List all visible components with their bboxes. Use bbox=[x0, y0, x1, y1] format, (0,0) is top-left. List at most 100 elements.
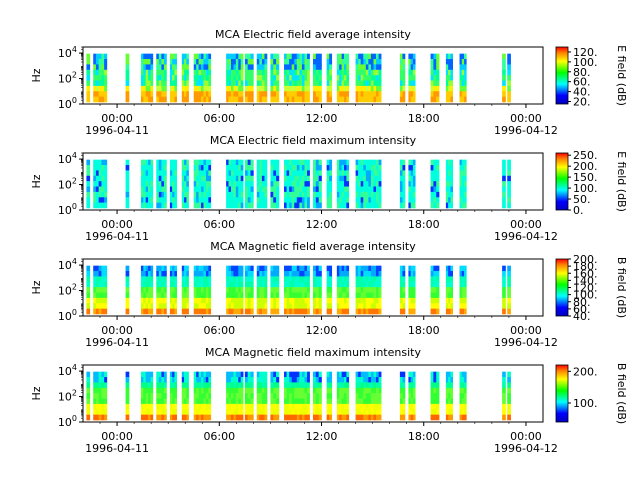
data-segment bbox=[445, 371, 453, 421]
x-tick-date: 1996-04-11 bbox=[85, 336, 149, 349]
y-tick-label: 104 bbox=[58, 45, 77, 60]
colorbar-tick-label: 250. bbox=[573, 149, 598, 162]
data-segment bbox=[459, 371, 467, 421]
spectrogram-panel: MCA Electric field maximum intensity Hz 10… bbox=[30, 134, 628, 243]
panel-title: MCA Magnetic field maximum intensity bbox=[205, 346, 421, 359]
data-segment bbox=[193, 265, 212, 315]
y-tick-label: 102 bbox=[58, 177, 77, 192]
data-segment bbox=[244, 371, 254, 421]
data-segment bbox=[181, 53, 189, 103]
x-tick-label: 06:00 bbox=[203, 430, 235, 443]
plot-frame bbox=[82, 46, 544, 105]
data-segment bbox=[181, 159, 189, 209]
data-segment bbox=[93, 53, 108, 103]
colorbar-tick-label: 180. bbox=[573, 260, 598, 273]
data-segment bbox=[169, 371, 177, 421]
data-segment bbox=[355, 265, 382, 315]
x-tick-date: 1996-04-12 bbox=[494, 442, 558, 455]
y-tick-label: 104 bbox=[58, 363, 77, 378]
y-tick-label: 100 bbox=[58, 202, 77, 217]
colorbar-tick-label: 100. bbox=[573, 289, 598, 302]
colorbar bbox=[555, 152, 569, 211]
y-tick-label: 104 bbox=[58, 151, 77, 166]
data-segment bbox=[399, 265, 406, 315]
y-tick-label: 100 bbox=[58, 308, 77, 323]
data-segment bbox=[326, 265, 333, 315]
data-segment bbox=[459, 265, 467, 315]
data-segment bbox=[156, 265, 167, 315]
data-segment bbox=[93, 265, 108, 315]
x-tick-date: 1996-04-12 bbox=[494, 230, 558, 243]
x-tick-label: 18:00 bbox=[408, 430, 440, 443]
data-segment bbox=[169, 53, 177, 103]
y-axis-label: Hz bbox=[30, 68, 43, 82]
data-segment bbox=[355, 53, 382, 103]
x-tick-label: 00:00 bbox=[510, 218, 542, 231]
data-segment bbox=[270, 159, 280, 209]
panel-title: MCA Magnetic field average intensity bbox=[210, 240, 416, 253]
x-tick-label: 00:00 bbox=[101, 112, 133, 125]
y-tick-label: 104 bbox=[58, 257, 77, 272]
colorbar-tick-label: 100. bbox=[573, 182, 598, 195]
colorbar-tick-label: 140. bbox=[573, 274, 598, 287]
data-segment bbox=[399, 159, 406, 209]
data-segment bbox=[445, 53, 453, 103]
colorbar bbox=[555, 258, 569, 317]
colorbar-tick-label: 100. bbox=[573, 56, 598, 69]
y-axis-label: Hz bbox=[30, 386, 43, 400]
colorbar-tick-label: 0. bbox=[573, 204, 584, 217]
x-tick-label: 00:00 bbox=[101, 218, 133, 231]
colorbar-label: B field (dB) bbox=[615, 363, 628, 424]
data-segment bbox=[507, 159, 511, 209]
data-segment bbox=[502, 371, 506, 421]
x-tick-label: 06:00 bbox=[203, 324, 235, 337]
x-tick-label: 00:00 bbox=[510, 324, 542, 337]
data-segment bbox=[336, 159, 350, 209]
colorbar-label: E field (dB) bbox=[615, 45, 628, 106]
spectrogram-panel: MCA Electric field average intensity Hz 10… bbox=[30, 28, 628, 137]
panel-title: MCA Electric field average intensity bbox=[215, 28, 411, 41]
x-tick-label: 06:00 bbox=[203, 218, 235, 231]
colorbar-tick-label: 200. bbox=[573, 253, 598, 266]
data-segment bbox=[430, 53, 440, 103]
data-segment bbox=[140, 265, 154, 315]
y-axis-label: Hz bbox=[30, 280, 43, 294]
data-segment bbox=[270, 371, 280, 421]
data-segment bbox=[270, 265, 280, 315]
data-segment bbox=[226, 371, 244, 421]
data-segment bbox=[399, 371, 406, 421]
x-tick-label: 18:00 bbox=[408, 324, 440, 337]
colorbar-tick-label: 120. bbox=[573, 282, 598, 295]
colorbar-tick-label: 150. bbox=[573, 171, 598, 184]
data-segment bbox=[430, 159, 440, 209]
x-tick-label: 18:00 bbox=[408, 112, 440, 125]
data-segment bbox=[93, 371, 108, 421]
data-segment bbox=[256, 53, 268, 103]
colorbar-tick-label: 200. bbox=[573, 160, 598, 173]
data-segment bbox=[430, 371, 440, 421]
data-segment bbox=[140, 159, 154, 209]
x-tick-label: 12:00 bbox=[306, 324, 338, 337]
data-segment bbox=[408, 265, 416, 315]
data-segment bbox=[313, 53, 322, 103]
y-tick-label: 100 bbox=[58, 96, 77, 111]
data-segment bbox=[256, 159, 268, 209]
colorbar-tick-label: 40. bbox=[573, 310, 591, 323]
colorbar-tick-label: 60. bbox=[573, 303, 591, 316]
data-segment bbox=[125, 53, 130, 103]
data-segment bbox=[355, 371, 382, 421]
data-segment bbox=[408, 371, 416, 421]
data-segment bbox=[284, 53, 310, 103]
data-segment bbox=[408, 53, 416, 103]
data-segment bbox=[326, 159, 333, 209]
data-segment bbox=[226, 159, 244, 209]
data-segment bbox=[399, 53, 406, 103]
data-segment bbox=[336, 53, 350, 103]
data-segment bbox=[156, 371, 167, 421]
colorbar-tick-label: 160. bbox=[573, 267, 598, 280]
data-segment bbox=[244, 53, 254, 103]
data-segment bbox=[507, 265, 511, 315]
data-segment bbox=[244, 265, 254, 315]
data-segment bbox=[430, 265, 440, 315]
